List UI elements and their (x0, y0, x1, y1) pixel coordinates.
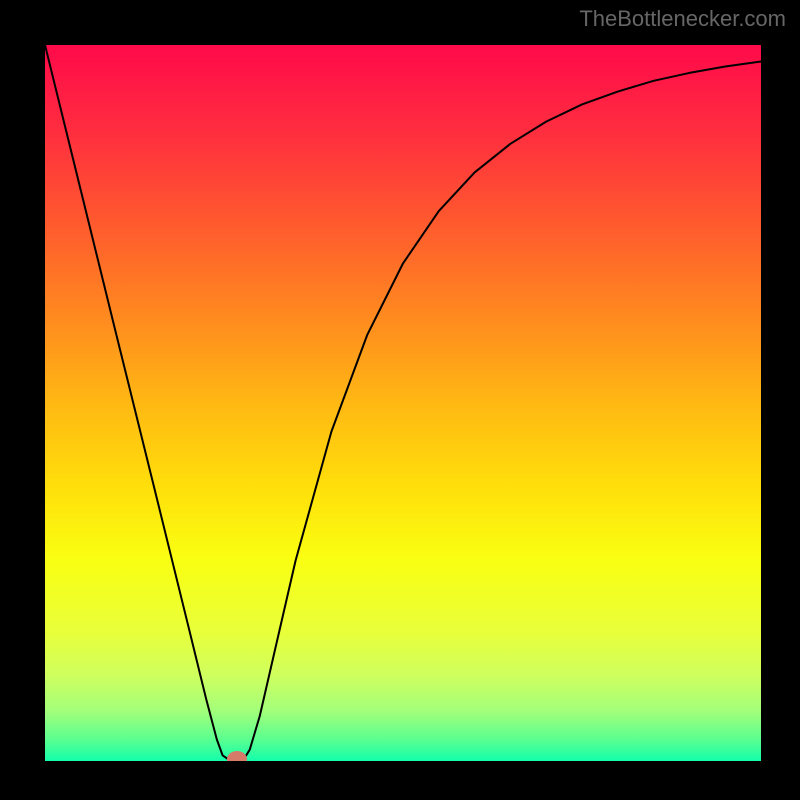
chart-plot-area (45, 45, 761, 761)
chart-minimum-marker (227, 751, 247, 761)
chart-curve (45, 45, 761, 761)
watermark-text: TheBottlenecker.com (579, 6, 786, 32)
